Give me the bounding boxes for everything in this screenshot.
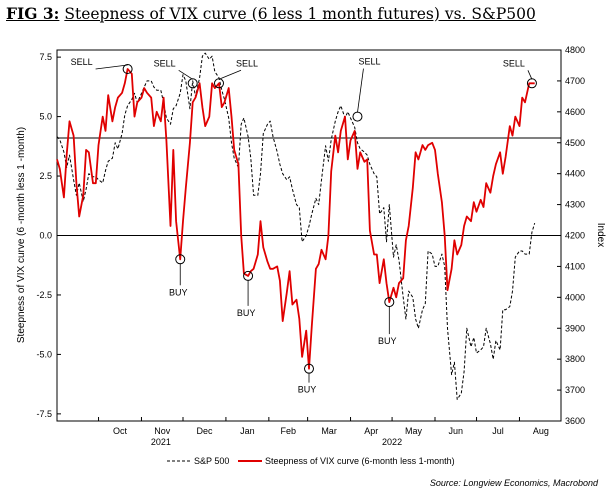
y-left-tick-label: 5.0 <box>39 112 52 122</box>
y-right-tick-label: 3600 <box>565 416 585 426</box>
annotation-label-buy: BUY <box>237 308 256 318</box>
x-tick-label: Apr <box>364 426 378 436</box>
annotation-label-sell: SELL <box>503 58 525 68</box>
legend: S&P 500 Steepness of VIX curve (6-month … <box>167 456 455 466</box>
series-line-vix-steepness <box>56 68 535 370</box>
y-right-tick-label: 4300 <box>565 200 585 210</box>
y-right-tick-label: 4800 <box>565 45 585 55</box>
annotation-marker-sell <box>214 78 224 89</box>
y-right-tick-label: 4600 <box>565 107 585 117</box>
series-line-sp500 <box>56 52 536 400</box>
x-tick-label: Aug <box>533 426 549 436</box>
x-tick-label: Oct <box>113 426 128 436</box>
y-right-axis-label: Index <box>595 223 606 247</box>
y-left-axis-label: Steepness of VIX curve (6 -month less 1 … <box>16 127 27 343</box>
x-tick-label: Feb <box>280 426 296 436</box>
annotation-label-sell: SELL <box>154 58 176 68</box>
x-tick-label: Mar <box>321 426 337 436</box>
annotation-marker-sell <box>122 64 133 75</box>
figure-title: FIG 3: Steepness of VIX curve (6 less 1 … <box>6 4 536 23</box>
y-left-tick-label: -5.0 <box>36 349 52 359</box>
y-right-tick-label: 4500 <box>565 138 585 148</box>
y-right-tick-label: 3800 <box>565 354 585 364</box>
x-year-label: 2022 <box>382 437 402 447</box>
x-year-label: 2021 <box>151 437 171 447</box>
y-left-tick-label: 0.0 <box>39 231 52 241</box>
legend-label-vix-steepness: Steepness of VIX curve (6-month less 1-m… <box>265 456 455 466</box>
annotation-leader <box>527 70 533 80</box>
annotation-label-buy: BUY <box>169 287 188 297</box>
annotation-marker-sell <box>352 111 363 122</box>
annotation-leader <box>357 68 364 113</box>
y-right-tick-label: 4000 <box>565 292 585 302</box>
x-tick-label: Jun <box>449 426 464 436</box>
annotation-label-sell: SELL <box>71 57 93 67</box>
y-right-tick-label: 3700 <box>565 385 585 395</box>
y-right-tick-label: 4200 <box>565 231 585 241</box>
x-tick-label: Dec <box>196 426 213 436</box>
figure-title-text: Steepness of VIX curve (6 less 1 month f… <box>64 5 536 23</box>
figure-label: FIG 3: <box>6 4 60 23</box>
annotation-leader <box>178 69 193 80</box>
x-tick-label: May <box>405 426 423 436</box>
annotation-label-buy: BUY <box>298 385 317 395</box>
annotation-leader <box>218 69 242 80</box>
y-left-tick-label: -2.5 <box>36 290 52 300</box>
x-tick-label: Nov <box>154 426 171 436</box>
annotation-leader <box>95 64 128 70</box>
annotation-marker-sell <box>187 78 198 89</box>
y-right-tick-label: 4100 <box>565 261 585 271</box>
y-right-tick-label: 3900 <box>565 323 585 333</box>
y-left-tick-label: -7.5 <box>36 409 52 419</box>
annotation-label-sell: SELL <box>358 57 380 67</box>
x-tick-label: Jul <box>492 426 504 436</box>
x-tick-label: Jan <box>240 426 255 436</box>
source-note: Source: Longview Economics, Macrobond <box>430 478 599 488</box>
annotation-label-buy: BUY <box>378 336 397 346</box>
y-left-tick-label: 7.5 <box>39 52 52 62</box>
y-right-tick-label: 4700 <box>565 76 585 86</box>
y-left-tick-label: 2.5 <box>39 171 52 181</box>
y-right-tick-label: 4400 <box>565 169 585 179</box>
legend-label-sp500: S&P 500 <box>194 456 229 466</box>
annotation-label-sell: SELL <box>236 58 258 68</box>
